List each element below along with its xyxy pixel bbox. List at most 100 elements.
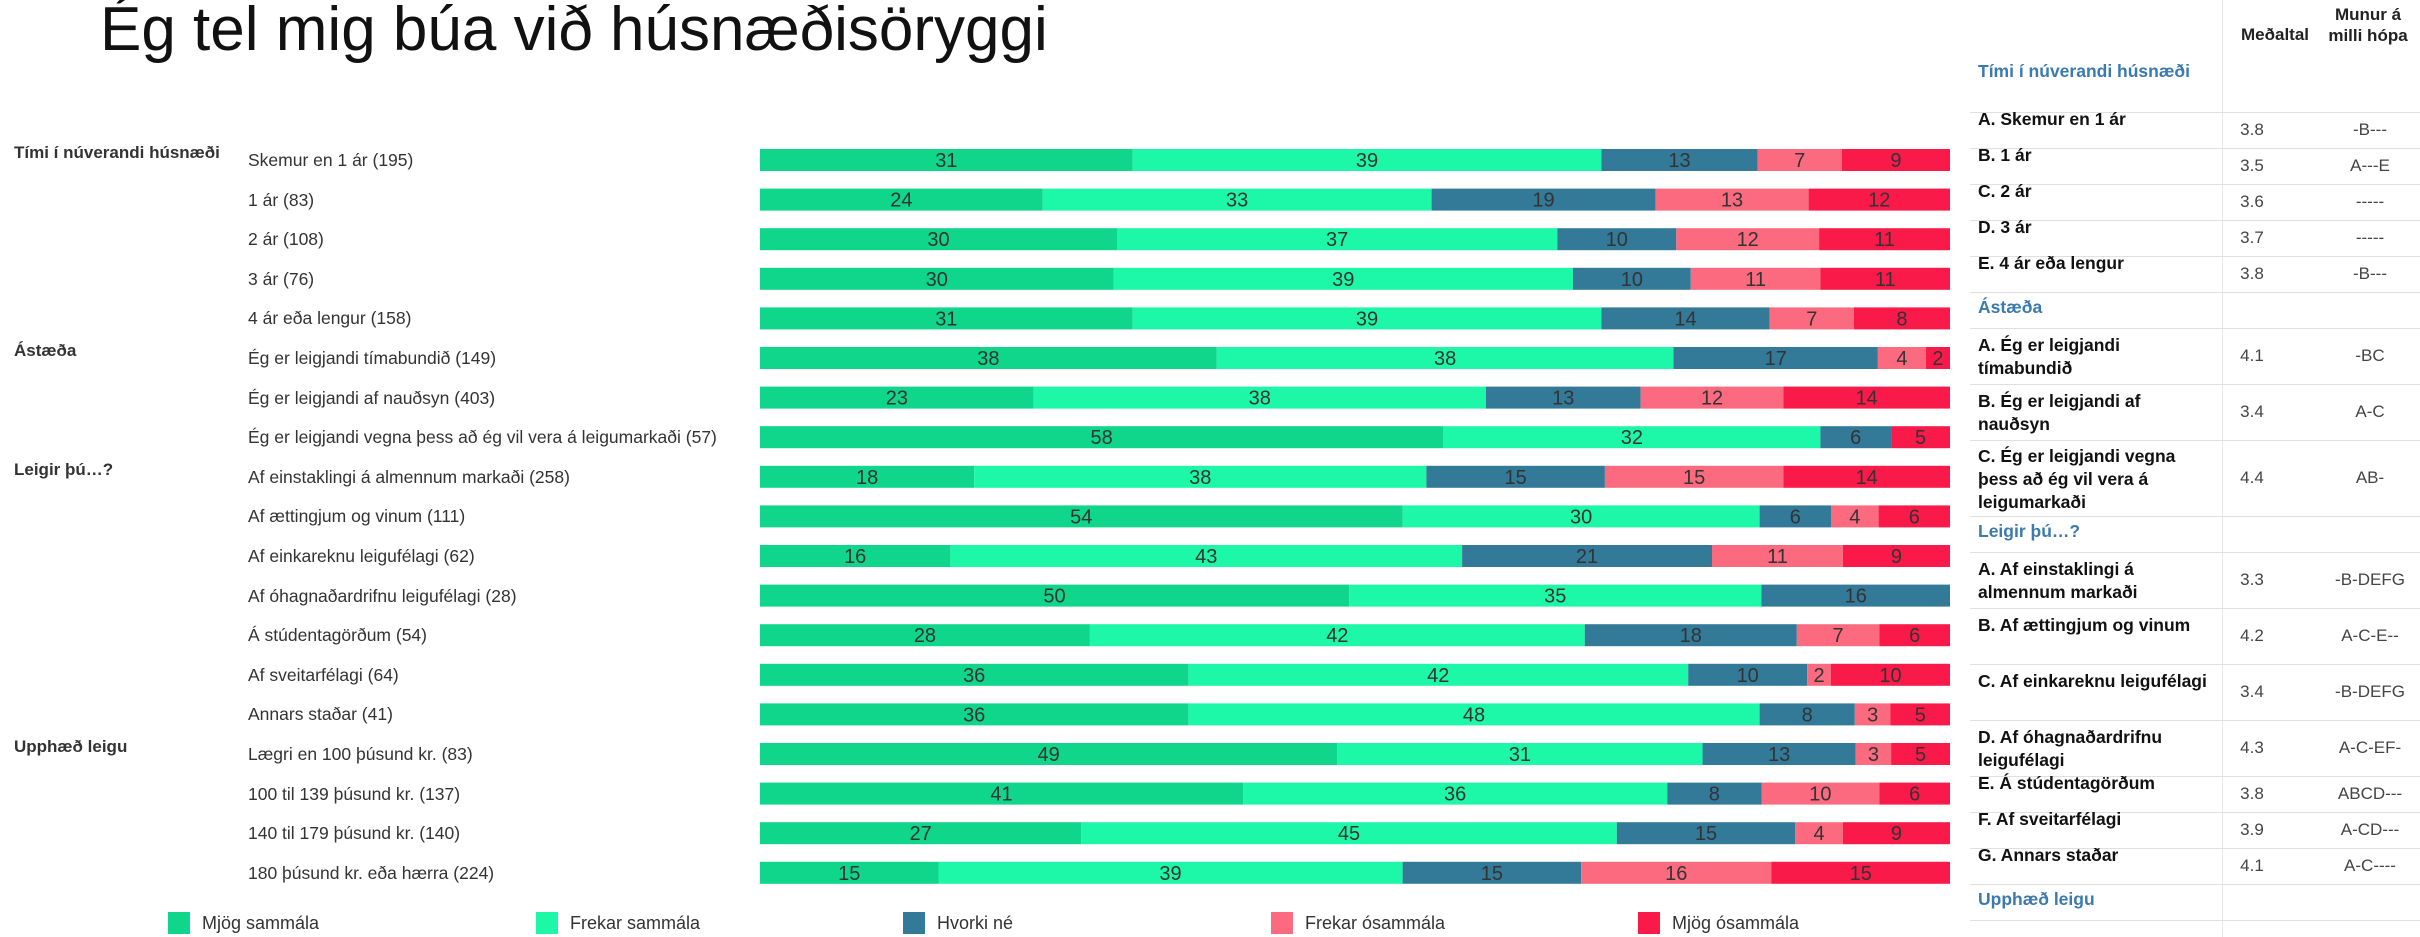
bar-segment bbox=[760, 584, 1350, 607]
bar-segment bbox=[1769, 307, 1854, 330]
row-label: Ég er leigjandi tímabundið (149) bbox=[248, 348, 497, 368]
bar-value-label: 6 bbox=[1909, 784, 1920, 806]
row-label: Annars staðar (41) bbox=[248, 704, 393, 725]
bar-value-label: 5 bbox=[1915, 744, 1926, 766]
bar-segment bbox=[1878, 505, 1950, 528]
bar-segment bbox=[1841, 149, 1950, 171]
bar-value-label: 30 bbox=[1570, 506, 1592, 528]
row-label: 140 til 179 þúsund kr. (140) bbox=[248, 823, 461, 844]
row-label: 100 til 139 þúsund kr. (137) bbox=[248, 783, 461, 804]
bar-value-label: 58 bbox=[1091, 427, 1113, 449]
bar-segment bbox=[1771, 861, 1950, 884]
legend-item-frekar-osammala: Frekar ósammála bbox=[1271, 912, 1445, 934]
bar-value-label: 13 bbox=[1668, 150, 1690, 172]
table-row: A. Af einstaklingi á almennum markaði 3.3… bbox=[1970, 552, 2420, 609]
table-diff-value: A-C bbox=[2355, 402, 2385, 421]
bar-segment bbox=[1337, 743, 1703, 765]
group-label: Upphæð leigu bbox=[14, 737, 128, 756]
bar-value-label: 39 bbox=[1159, 863, 1181, 885]
bar-segment bbox=[1601, 307, 1770, 330]
table-row-label: F. Af sveitarfélagi bbox=[1978, 809, 2122, 829]
table-row-label: C. Ég er leigjandi vegna þess að ég vil … bbox=[1978, 445, 2176, 512]
bar-segment bbox=[1081, 822, 1617, 845]
bar-segment bbox=[1462, 545, 1712, 567]
bar-value-label: 15 bbox=[838, 863, 860, 885]
bar-segment bbox=[1891, 743, 1950, 765]
legend-swatch bbox=[1638, 912, 1660, 934]
bar-value-label: 14 bbox=[1674, 308, 1696, 330]
table-row: D. Af óhagnaðardrifnu leigufélagi 4.3 A-C-… bbox=[1970, 720, 2420, 777]
table-diff-value: ABCD--- bbox=[2337, 784, 2403, 803]
row-label: Ég er leigjandi vegna þess að ég vil ver… bbox=[248, 427, 717, 448]
bar-segment bbox=[760, 663, 1189, 686]
bar-value-label: 38 bbox=[977, 348, 999, 370]
bar-segment bbox=[1117, 228, 1558, 251]
table-row: B. Af ættingjum og vinum 4.2 A-C-E-- bbox=[1970, 608, 2420, 665]
bar-value-label: 12 bbox=[1868, 190, 1890, 212]
bar-value-label: 38 bbox=[1189, 467, 1211, 489]
bar-segment bbox=[1820, 267, 1950, 290]
bar-value-label: 16 bbox=[1845, 586, 1867, 608]
bar-value-label: 11 bbox=[1874, 229, 1895, 251]
legend-label: Mjög sammála bbox=[202, 912, 320, 933]
bar-value-label: 33 bbox=[1226, 190, 1248, 212]
row-label: Af einkareknu leigufélagi (62) bbox=[248, 546, 475, 566]
bar-value-label: 30 bbox=[927, 229, 949, 251]
row-label: Á stúdentagörðum (54) bbox=[248, 625, 427, 646]
bar-segment bbox=[760, 822, 1082, 845]
row-label: Af einstaklingi á almennum markaði (258) bbox=[248, 466, 570, 487]
table-row: A. Skemur en 1 ár 3.8 -B--- bbox=[1970, 109, 2420, 149]
table-row-label: Ástæða bbox=[1978, 297, 2043, 317]
table-diff-value: AB- bbox=[2355, 468, 2385, 487]
table-diff-value: -BC bbox=[2355, 346, 2385, 365]
bar-segment bbox=[1690, 267, 1821, 290]
table-mean-value: 3.4 bbox=[2240, 402, 2264, 421]
table-row-label: C. 2 ár bbox=[1978, 181, 2032, 201]
bar-segment bbox=[1667, 782, 1762, 805]
bar-value-label: 6 bbox=[1790, 506, 1801, 528]
bar-value-label: 18 bbox=[1680, 625, 1702, 647]
bar-segment bbox=[1855, 743, 1892, 765]
bar-value-label: 50 bbox=[1043, 586, 1065, 608]
group-label: Ástæða bbox=[14, 341, 77, 360]
bar-value-label: 4 bbox=[1849, 506, 1860, 528]
bar-segment bbox=[1640, 386, 1784, 409]
bar-value-label: 45 bbox=[1338, 823, 1360, 845]
bar-segment bbox=[1676, 228, 1820, 251]
table-row-label: G. Annars staðar bbox=[1978, 845, 2119, 865]
bar-segment bbox=[1485, 386, 1641, 409]
bar-segment bbox=[1584, 624, 1797, 647]
bar-value-label: 21 bbox=[1576, 546, 1598, 568]
table-mean-value: 3.9 bbox=[2240, 820, 2264, 839]
row-label: 180 þúsund kr. eða hærra (224) bbox=[248, 862, 495, 883]
bar-segment bbox=[1601, 149, 1758, 171]
bar-segment bbox=[760, 426, 1444, 449]
bar-value-label: 10 bbox=[1737, 665, 1759, 687]
bar-value-label: 5 bbox=[1915, 427, 1926, 449]
bar-value-label: 3 bbox=[1868, 744, 1879, 766]
table-row: C. Ég er leigjandi vegna þess að ég vil … bbox=[1970, 440, 2420, 517]
bar-value-label: 43 bbox=[1195, 546, 1217, 568]
legend-label: Frekar ósammála bbox=[1305, 912, 1446, 933]
bar-segment bbox=[760, 228, 1117, 251]
bar-value-label: 15 bbox=[1850, 863, 1872, 885]
bar-value-label: 15 bbox=[1505, 467, 1527, 489]
table-row: A. Ég er leigjandi tímabundið 4.1 -BC bbox=[1970, 328, 2420, 385]
bar-segment bbox=[1426, 465, 1605, 488]
bar-value-label: 8 bbox=[1896, 308, 1907, 330]
bar-segment bbox=[1089, 624, 1585, 647]
bar-value-label: 39 bbox=[1356, 308, 1378, 330]
bar-value-label: 6 bbox=[1909, 625, 1920, 647]
table-row-label: C. Af einkareknu leigufélagi bbox=[1978, 671, 2207, 691]
table-mean-value: 3.8 bbox=[2240, 264, 2264, 283]
table-row: C. 2 ár 3.6 ----- bbox=[1970, 181, 2420, 221]
legend-item-frekar-sammala: Frekar sammála bbox=[536, 912, 700, 934]
bar-value-label: 32 bbox=[1621, 427, 1643, 449]
bar-segment bbox=[1042, 188, 1432, 211]
bar-segment bbox=[760, 743, 1338, 765]
bar-segment bbox=[1616, 822, 1796, 845]
table-row-label: D. Af óhagnaðardrifnu leigufélagi bbox=[1978, 727, 2163, 770]
table-row: E. Á stúdentagörðum 3.8 ABCD--- bbox=[1970, 773, 2420, 813]
bar-segment bbox=[1033, 386, 1486, 409]
group-label: Leigir þú…? bbox=[14, 459, 114, 479]
